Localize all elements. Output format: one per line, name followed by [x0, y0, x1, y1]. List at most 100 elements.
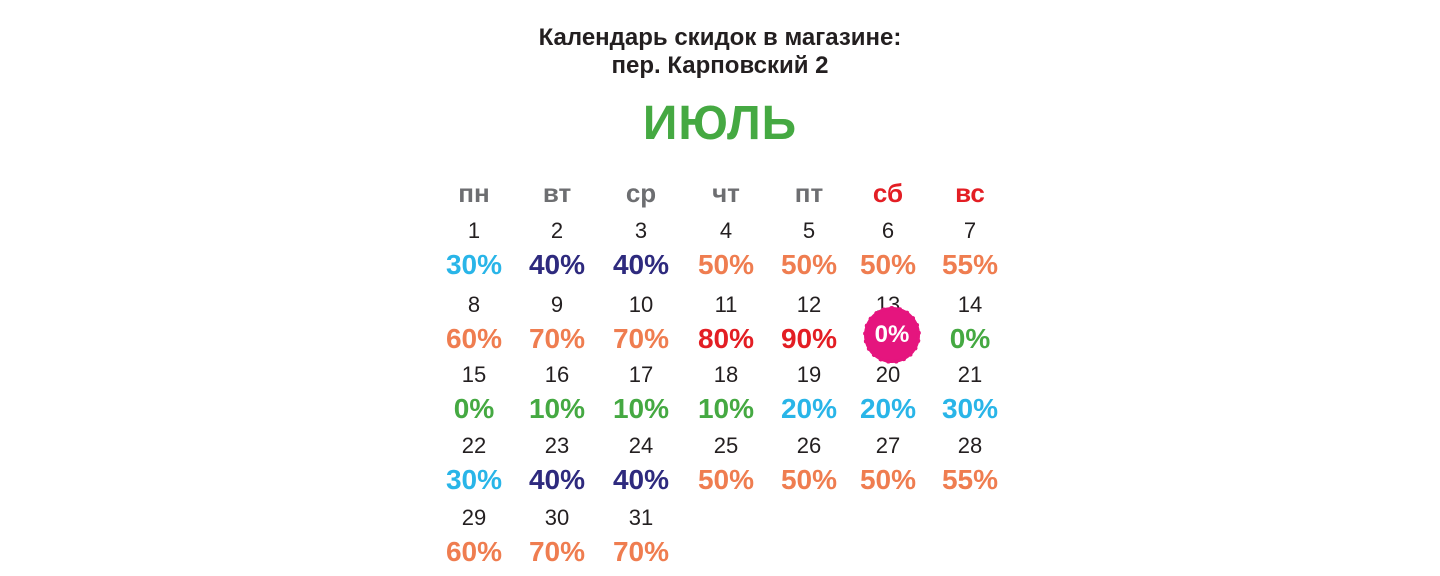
- day-number: 5: [802, 218, 816, 243]
- day-number: 30: [544, 505, 570, 530]
- discount-value: 50%: [780, 464, 838, 495]
- day-number: 28: [957, 433, 983, 458]
- day-cell: 17 10%: [591, 362, 691, 426]
- day-number: 17: [628, 362, 654, 387]
- special-discount-badge: 0%: [863, 306, 921, 364]
- discount-value: 20%: [859, 393, 917, 424]
- weekday-header: пт: [794, 178, 824, 208]
- discount-value: 55%: [941, 249, 999, 280]
- day-number: 31: [628, 505, 654, 530]
- day-number: 8: [467, 292, 481, 317]
- day-number: 10: [628, 292, 654, 317]
- weekday-header: вс: [955, 178, 985, 208]
- discount-value: 70%: [612, 536, 670, 567]
- day-cell: 3 40%: [591, 218, 691, 282]
- discount-value: 0%: [453, 393, 495, 424]
- discount-value: 50%: [780, 249, 838, 280]
- day-number: 25: [713, 433, 739, 458]
- day-number: 18: [713, 362, 739, 387]
- discount-value: 80%: [697, 323, 755, 354]
- discount-value: 40%: [528, 464, 586, 495]
- day-cell: 19 20%: [759, 362, 859, 426]
- day-cell: 14 0%: [920, 292, 1020, 356]
- discount-value: 40%: [612, 249, 670, 280]
- month-title: ИЮЛЬ: [642, 97, 798, 150]
- day-cell: 8 60%: [424, 292, 524, 356]
- day-number: 7: [963, 218, 977, 243]
- discount-value: 20%: [780, 393, 838, 424]
- day-cell: 18 10%: [676, 362, 776, 426]
- day-cell: 9 70%: [507, 292, 607, 356]
- day-cell: 25 50%: [676, 433, 776, 497]
- day-cell: 29 60%: [424, 505, 524, 569]
- discount-value: 60%: [445, 323, 503, 354]
- day-cell: 10 70%: [591, 292, 691, 356]
- day-number: 6: [881, 218, 895, 243]
- weekday-header: вт: [542, 178, 572, 208]
- day-cell: 31 70%: [591, 505, 691, 569]
- discount-value: 60%: [445, 536, 503, 567]
- discount-value: 70%: [612, 323, 670, 354]
- day-cell: 27 50%: [838, 433, 938, 497]
- day-number: 12: [796, 292, 822, 317]
- discount-value: 10%: [697, 393, 755, 424]
- day-cell: 15 0%: [424, 362, 524, 426]
- day-number: 9: [550, 292, 564, 317]
- day-cell: 23 40%: [507, 433, 607, 497]
- day-number: 4: [719, 218, 733, 243]
- day-cell: 4 50%: [676, 218, 776, 282]
- day-number: 1: [467, 218, 481, 243]
- day-number: 15: [461, 362, 487, 387]
- discount-value: 40%: [612, 464, 670, 495]
- day-cell: 30 70%: [507, 505, 607, 569]
- discount-value: 50%: [859, 464, 917, 495]
- weekday-header: чт: [712, 178, 740, 208]
- weekday-header: сб: [872, 178, 904, 208]
- discount-value: 10%: [528, 393, 586, 424]
- day-cell: 20 20%: [838, 362, 938, 426]
- day-cell: 12 90%: [759, 292, 859, 356]
- day-cell: 28 55%: [920, 433, 1020, 497]
- weekday-header: ср: [625, 178, 657, 208]
- day-number: 27: [875, 433, 901, 458]
- day-cell: 22 30%: [424, 433, 524, 497]
- day-cell: 7 55%: [920, 218, 1020, 282]
- discount-value: 70%: [528, 323, 586, 354]
- badge-discount-value: 0%: [874, 321, 910, 348]
- day-number: 11: [714, 292, 738, 317]
- day-number: 23: [544, 433, 570, 458]
- day-number: 14: [957, 292, 983, 317]
- store-address: пер. Карповский 2: [611, 52, 829, 79]
- day-cell: 26 50%: [759, 433, 859, 497]
- day-number: 19: [796, 362, 822, 387]
- discount-value: 30%: [445, 249, 503, 280]
- day-cell: 24 40%: [591, 433, 691, 497]
- discount-value: 0%: [949, 323, 991, 354]
- day-number: 20: [875, 362, 901, 387]
- day-cell: 1 30%: [424, 218, 524, 282]
- discount-value: 55%: [941, 464, 999, 495]
- day-cell: 11 80%: [676, 292, 776, 356]
- discount-value: 50%: [697, 464, 755, 495]
- discount-value: 40%: [528, 249, 586, 280]
- day-number: 21: [957, 362, 983, 387]
- calendar-title: Календарь скидок в магазине:: [538, 24, 902, 51]
- day-number: 16: [544, 362, 570, 387]
- discount-value: 90%: [780, 323, 838, 354]
- discount-value: 30%: [941, 393, 999, 424]
- discount-value: 30%: [445, 464, 503, 495]
- discount-value: 10%: [612, 393, 670, 424]
- weekday-header: пн: [458, 178, 490, 208]
- day-cell: 6 50%: [838, 218, 938, 282]
- day-number: 29: [461, 505, 487, 530]
- day-number: 26: [796, 433, 822, 458]
- day-cell: 16 10%: [507, 362, 607, 426]
- day-number: 24: [628, 433, 654, 458]
- discount-value: 50%: [859, 249, 917, 280]
- day-number: 22: [461, 433, 487, 458]
- day-number: 3: [634, 218, 648, 243]
- day-cell: 21 30%: [920, 362, 1020, 426]
- discount-value: 70%: [528, 536, 586, 567]
- day-cell: 2 40%: [507, 218, 607, 282]
- discount-value: 50%: [697, 249, 755, 280]
